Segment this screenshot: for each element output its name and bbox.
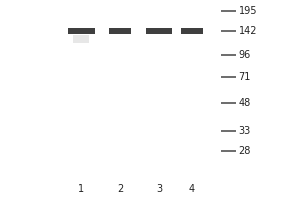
Bar: [73, 35, 89, 43]
Bar: [68, 28, 94, 34]
Text: 71: 71: [238, 72, 251, 82]
Text: 33: 33: [238, 126, 251, 136]
Text: 96: 96: [238, 50, 251, 60]
Text: 3: 3: [156, 184, 162, 194]
Bar: [181, 28, 203, 34]
Text: 28: 28: [238, 146, 251, 156]
Text: 4: 4: [189, 184, 195, 194]
Bar: [109, 28, 131, 34]
Text: 1: 1: [78, 184, 84, 194]
Text: 2: 2: [117, 184, 123, 194]
Text: 142: 142: [238, 26, 257, 36]
Text: 48: 48: [238, 98, 251, 108]
Text: 195: 195: [238, 6, 257, 16]
Bar: [146, 28, 172, 34]
